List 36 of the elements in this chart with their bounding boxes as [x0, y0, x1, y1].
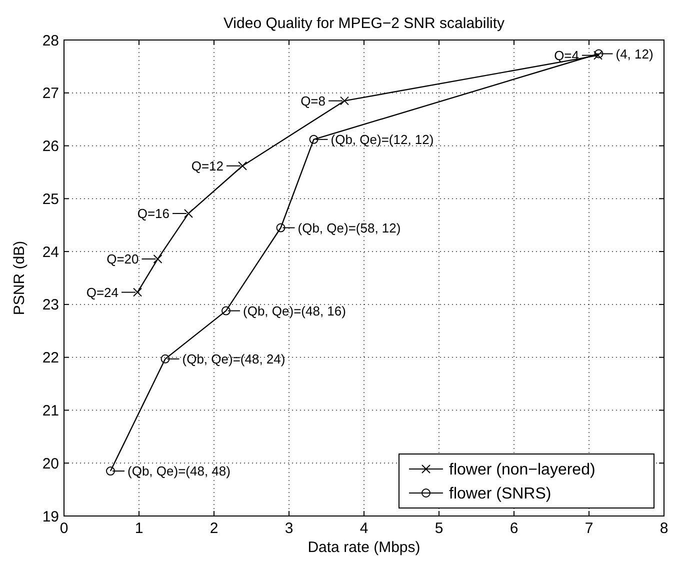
y-tick-label: 26 [42, 138, 59, 156]
annotation: Q=24 [86, 284, 118, 300]
annotation: Q=12 [191, 158, 224, 174]
y-tick-label: 19 [42, 508, 59, 526]
x-tick-label: 8 [660, 520, 668, 537]
y-tick-label: 25 [42, 190, 59, 208]
annotation: Q=8 [300, 93, 326, 108]
chart-title: Video Quality for MPEG−2 SNR scalability [223, 15, 506, 32]
x-tick-label: 6 [510, 520, 518, 537]
annotation: Q=4 [554, 48, 579, 63]
annotation: (Qb, Qe)=(12, 12) [330, 132, 434, 147]
y-tick-label: 24 [42, 244, 59, 261]
y-tick-label: 21 [42, 402, 59, 420]
x-tick-label: 2 [210, 520, 218, 537]
y-tick-label: 27 [42, 85, 59, 102]
y-tick-label: 20 [42, 455, 59, 472]
annotation: Q=20 [106, 252, 139, 267]
y-axis-title: PSNR (dB) [11, 240, 28, 316]
x-tick-label: 5 [434, 520, 444, 537]
annotation: (Qb, Qe)=(48, 24) [182, 351, 286, 366]
legend-label: flower (non−layered) [449, 462, 596, 479]
annotation: (Qb, Qe)=(48, 16) [243, 303, 346, 318]
annotation: (Qb, Qe)=(58, 12) [298, 220, 401, 236]
x-axis-title: Data rate (Mbps) [308, 539, 420, 556]
y-tick-label: 28 [42, 32, 59, 50]
annotation: Q=16 [137, 206, 170, 222]
y-tick-label: 23 [42, 296, 59, 314]
x-tick-label: 4 [360, 520, 368, 537]
x-tick-label: 0 [60, 520, 68, 537]
x-tick-label: 3 [284, 520, 294, 537]
y-tick-label: 22 [42, 350, 59, 367]
annotation: (4, 12) [616, 46, 654, 62]
annotation: (Qb, Qe)=(48, 48) [128, 464, 230, 479]
legend-label: flower (SNRS) [449, 486, 552, 503]
x-tick-label: 1 [134, 520, 144, 537]
x-tick-label: 7 [584, 520, 594, 537]
